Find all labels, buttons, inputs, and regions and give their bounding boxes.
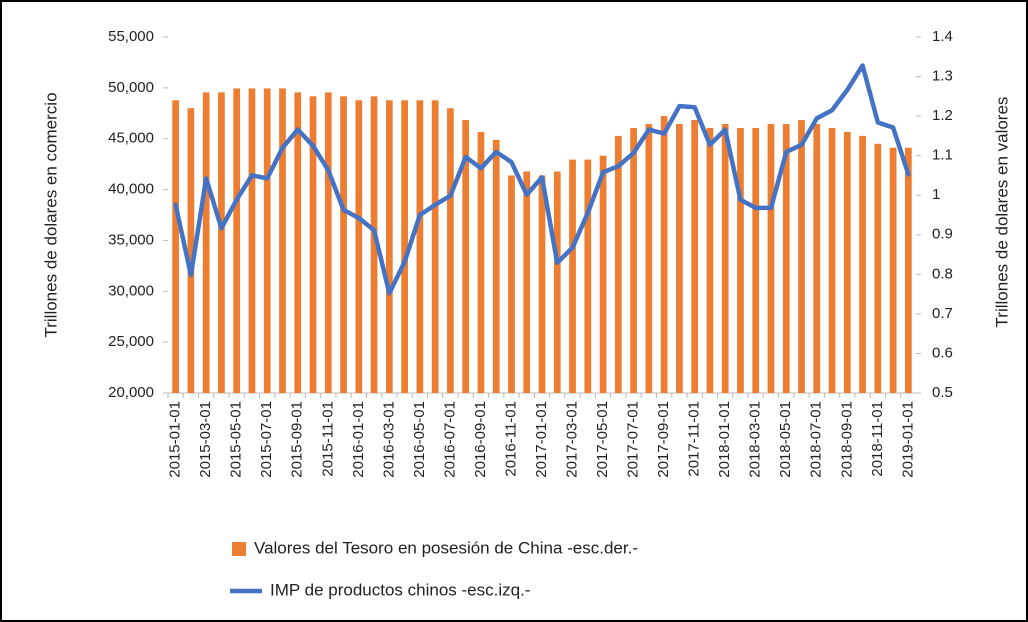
y-tick-label: 30,000	[108, 282, 154, 299]
legend-label: Valores del Tesoro en posesión de China …	[254, 538, 638, 557]
x-tick-label: 2016-07-01	[441, 401, 458, 478]
bar	[462, 120, 470, 394]
y-axis-label: Trillones de dolares en comercio	[41, 92, 60, 337]
bar	[279, 88, 286, 393]
bar	[355, 100, 363, 394]
bar	[263, 88, 271, 393]
line	[173, 63, 911, 296]
x-tick-label: 2018-03-01	[747, 401, 764, 478]
bar	[233, 88, 241, 393]
y-tick-label: 20,000	[108, 384, 154, 401]
x-tick-label: 2016-11-01	[502, 401, 519, 477]
bar	[324, 92, 332, 393]
bar	[492, 139, 500, 393]
y2-tick-label: 1.1	[932, 147, 953, 164]
x-tick-label: 2016-09-01	[472, 401, 489, 478]
y2-tick-label: 0.5	[932, 384, 953, 401]
legend-swatch	[232, 542, 246, 556]
x-tick-label: 2018-09-01	[838, 401, 855, 478]
x-tick-label: 2015-07-01	[258, 401, 275, 478]
bar	[599, 155, 607, 393]
bar	[385, 100, 393, 394]
x-tick-label: 2017-05-01	[594, 401, 611, 478]
x-tick-label: 2016-03-01	[380, 401, 397, 478]
bar	[218, 92, 225, 393]
x-tick-label: 2017-07-01	[625, 401, 642, 478]
x-tick-label: 2015-09-01	[289, 401, 306, 478]
bar	[416, 100, 424, 394]
bar	[614, 135, 622, 393]
bar	[859, 135, 866, 393]
bar	[538, 175, 546, 393]
bar	[645, 124, 653, 394]
x-tick-label: 2017-01-01	[533, 401, 550, 478]
bar	[737, 127, 744, 393]
bar	[874, 143, 882, 393]
y-tick-label: 55,000	[108, 28, 154, 45]
bar	[401, 100, 408, 394]
bar	[798, 120, 805, 394]
x-tick-label: 2015-11-01	[319, 401, 336, 477]
bar	[813, 124, 821, 394]
y2-tick-label: 0.6	[932, 344, 953, 361]
bar	[584, 159, 592, 393]
x-tick-label: 2018-05-01	[777, 401, 794, 478]
bar	[905, 147, 912, 393]
y2-tick-label: 0.7	[932, 305, 953, 322]
y-tick-label: 45,000	[108, 130, 154, 147]
bar	[523, 171, 531, 393]
bar	[828, 127, 836, 393]
x-tick-label: 2017-03-01	[563, 401, 580, 478]
x-tick-label: 2015-05-01	[228, 401, 245, 478]
bar	[294, 92, 302, 393]
x-tick-label: 2016-01-01	[350, 401, 367, 478]
bar	[447, 108, 454, 393]
x-tick-label: 2018-11-01	[869, 401, 886, 477]
bar	[691, 120, 699, 394]
x-tick-label: 2019-01-01	[899, 401, 916, 478]
bar	[431, 100, 439, 394]
y-tick-label: 25,000	[108, 333, 154, 350]
bar	[508, 175, 515, 393]
bar	[630, 127, 637, 393]
y2-tick-label: 0.8	[932, 265, 953, 282]
y-tick-label: 50,000	[108, 79, 154, 96]
x-tick-label: 2017-11-01	[686, 401, 703, 477]
bar	[889, 147, 897, 393]
bar	[706, 127, 714, 393]
bar	[187, 108, 195, 393]
bar	[767, 124, 775, 394]
x-tick-label: 2016-05-01	[411, 401, 428, 478]
y2-tick-label: 1	[932, 186, 940, 203]
bar	[172, 100, 179, 394]
x-tick-label: 2018-07-01	[808, 401, 825, 478]
legend-label: IMP de productos chinos -esc.izq.-	[270, 580, 530, 599]
bar	[782, 124, 790, 394]
y-tick-label: 40,000	[108, 181, 154, 198]
bar	[370, 96, 378, 393]
bar	[752, 127, 760, 393]
bar	[553, 171, 561, 393]
bar	[676, 124, 683, 394]
bar	[309, 96, 317, 393]
y2-tick-label: 1.3	[932, 68, 953, 85]
y2-tick-label: 0.9	[932, 226, 953, 243]
bar	[248, 88, 256, 393]
x-tick-label: 2015-01-01	[167, 401, 184, 478]
y2-tick-label: 1.4	[932, 28, 953, 45]
y-tick-label: 35,000	[108, 231, 154, 248]
y2-tick-label: 1.2	[932, 107, 953, 124]
bar	[202, 92, 210, 393]
x-tick-label: 2015-03-01	[197, 401, 214, 478]
x-tick-label: 2018-01-01	[716, 401, 733, 478]
bar	[477, 131, 485, 393]
bar	[340, 96, 347, 393]
y2-axis-label: Trillones de dolares en valores	[992, 97, 1011, 328]
bar	[843, 131, 851, 393]
bar	[660, 116, 668, 393]
bar	[721, 124, 729, 394]
bar	[569, 159, 576, 393]
x-tick-label: 2017-09-01	[655, 401, 672, 478]
